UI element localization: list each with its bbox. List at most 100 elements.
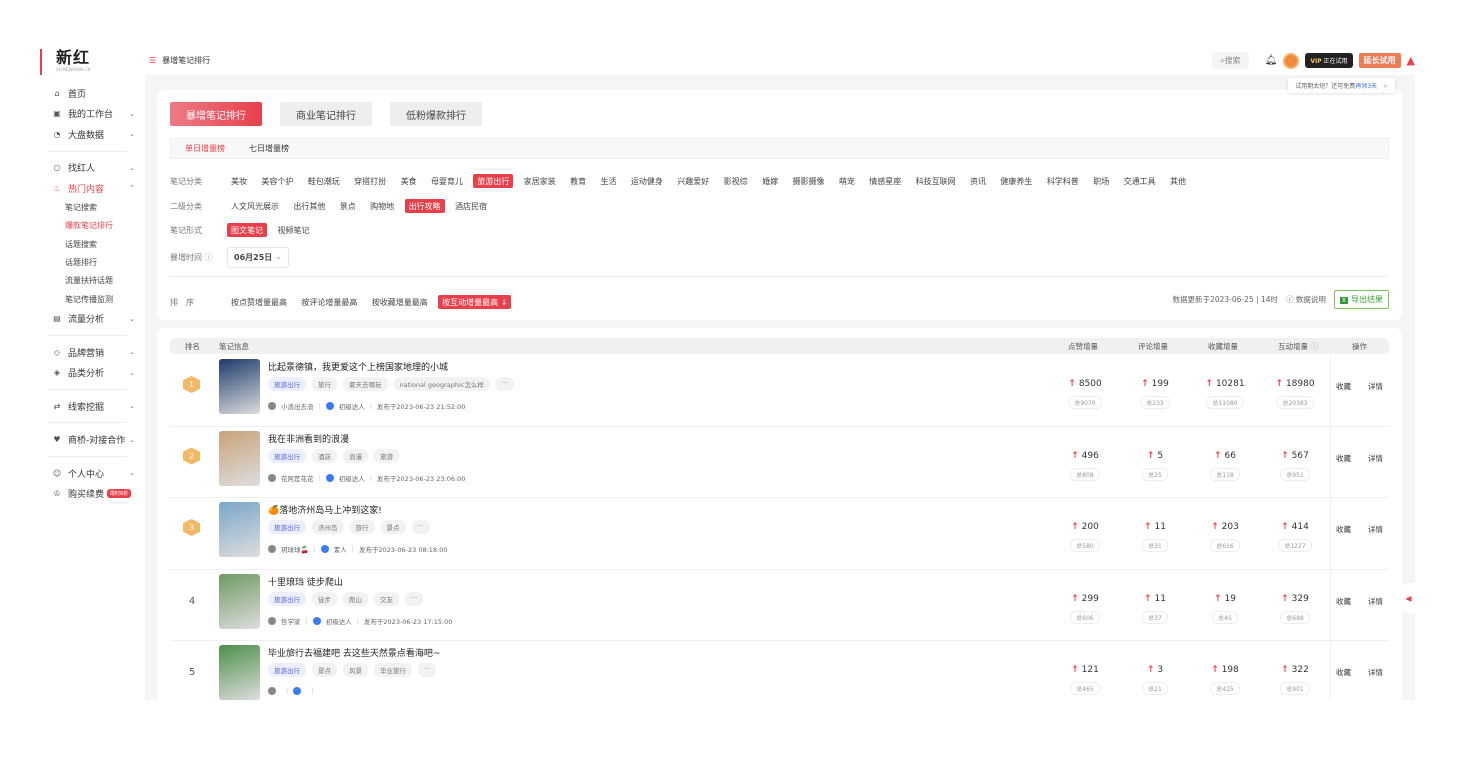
note-thumbnail[interactable] <box>219 502 260 557</box>
sidebar-item-7[interactable]: ◈ 品类分析 ⌄ <box>30 362 145 383</box>
sidebar-item-5[interactable]: ▤ 流量分析 ⌄ <box>30 308 145 329</box>
filter-chip[interactable]: 职场 <box>1093 176 1110 186</box>
filter-chip[interactable]: 家居家装 <box>523 176 556 186</box>
sidebar-item-11[interactable]: ♔ 购买续费 限时8折 <box>30 483 145 504</box>
help-icon[interactable]: ⓘ <box>1310 342 1318 351</box>
author-name[interactable]: 哲学家 <box>281 617 301 626</box>
col-interact[interactable]: 互动增量 ⓘ <box>1278 341 1318 352</box>
author-name[interactable]: 小浪出去浪 <box>281 403 314 411</box>
filter-chip[interactable]: 穿搭打扮 <box>354 176 387 186</box>
sidebar-item-4[interactable]: ♨ 热门内容 ⌃ <box>30 178 145 199</box>
note-tag[interactable]: 济州岛 <box>312 520 344 534</box>
filter-chip[interactable]: 萌宠 <box>838 176 855 186</box>
col-comments[interactable]: 评论增量 <box>1138 342 1168 351</box>
filter-chip[interactable]: 运动健身 <box>630 176 663 186</box>
filter-chip[interactable]: 母婴育儿 <box>430 176 463 186</box>
chevron-icon[interactable]: ⌄ <box>129 402 135 411</box>
collect-button[interactable]: 收藏 <box>1336 453 1351 463</box>
note-tag[interactable]: ··· <box>495 377 515 391</box>
tab-main[interactable]: 暴增笔记排行 <box>170 102 262 126</box>
filter-chip[interactable]: 景点 <box>339 201 356 211</box>
note-tag[interactable]: 浪漫 <box>343 448 368 463</box>
note-thumbnail[interactable] <box>219 430 260 486</box>
chevron-icon[interactable]: ⌄ <box>129 163 135 172</box>
filter-chip[interactable]: 图文笔记 <box>227 223 267 237</box>
chevron-icon[interactable]: ⌄ <box>129 130 135 139</box>
bell-icon[interactable]: 🔔︎ <box>1264 55 1278 66</box>
filter-chip[interactable]: 美食 <box>400 176 417 186</box>
author-name[interactable]: 花阿是花花 <box>281 474 314 483</box>
note-thumbnail[interactable] <box>219 573 260 629</box>
note-tag[interactable]: ··· <box>418 663 437 677</box>
filter-chip[interactable]: 科学科普 <box>1046 176 1079 186</box>
sidebar-subitem[interactable]: 笔记传播监测 <box>65 294 113 304</box>
note-tag[interactable]: 旅行 <box>312 377 337 391</box>
sidebar-subitem[interactable]: 话题排行 <box>65 258 97 268</box>
filter-chip[interactable]: 其他 <box>1169 176 1186 186</box>
chevron-icon[interactable]: ⌃ <box>129 184 135 193</box>
chevron-icon[interactable]: ⌄ <box>129 314 135 323</box>
note-tag[interactable]: 景点 <box>312 663 337 677</box>
detail-button[interactable]: 详情 <box>1368 668 1383 677</box>
note-tag[interactable]: national geographic怎么样 <box>393 377 490 391</box>
filter-chip[interactable]: 科技互联网 <box>915 176 956 186</box>
filter-chip[interactable]: 婚嫁 <box>762 176 779 186</box>
note-tag[interactable]: 旅行 <box>349 520 375 534</box>
sidebar-item-1[interactable]: ▣ 我的工作台 ⌄ <box>30 104 145 125</box>
filter-chip[interactable]: 按收藏增量最高 <box>371 297 428 307</box>
note-tag[interactable]: 毕业旅行 <box>374 663 412 677</box>
detail-button[interactable]: 详情 <box>1368 453 1383 463</box>
filter-chip[interactable]: 美容个护 <box>261 176 294 186</box>
note-tag[interactable]: ··· <box>405 591 424 606</box>
note-tag[interactable]: 景点 <box>380 520 406 534</box>
tab-main[interactable]: 低粉爆款排行 <box>390 102 482 126</box>
filter-chip[interactable]: 交通工具 <box>1123 176 1156 186</box>
detail-button[interactable]: 详情 <box>1368 525 1383 534</box>
note-tag[interactable]: 交友 <box>374 591 399 606</box>
author-name[interactable]: 玥球球🍒 <box>281 546 309 554</box>
filter-chip[interactable]: 人文风光展示 <box>231 201 279 211</box>
sidebar-item-0[interactable]: ⌂ 首页 <box>30 83 145 104</box>
filter-chip[interactable]: 出行其他 <box>293 201 326 211</box>
filter-chip[interactable]: 兴趣爱好 <box>677 176 710 186</box>
close-icon[interactable]: × <box>1382 83 1388 90</box>
filter-chip[interactable]: 资讯 <box>970 176 987 186</box>
sidebar-item-9[interactable]: ♥ 商桥-对接合作 ⌄ <box>30 429 145 450</box>
note-title[interactable]: 十里琅珰 徒步爬山 <box>268 577 343 588</box>
note-tag[interactable]: 旅游出行 <box>268 663 306 677</box>
note-thumbnail[interactable] <box>219 359 260 414</box>
note-tag[interactable]: ··· <box>411 520 430 534</box>
detail-button[interactable]: 详情 <box>1368 596 1383 606</box>
note-title[interactable]: 我在非洲看到的浪漫 <box>268 434 350 445</box>
note-title[interactable]: 毕业旅行去福建吧 去这些天然景点看海吧~ <box>268 649 441 659</box>
filter-chip[interactable]: 教育 <box>570 176 587 186</box>
col-likes[interactable]: 点赞增量 <box>1068 342 1098 351</box>
filter-chip[interactable]: 鞋包潮玩 <box>307 176 340 186</box>
note-tag[interactable]: 风景 <box>343 663 368 677</box>
detail-button[interactable]: 详情 <box>1368 382 1383 391</box>
note-title[interactable]: 比起景德镇，我更爱这个上榜国家地理的小城 <box>268 363 449 373</box>
sidebar-item-2[interactable]: ◔ 大盘数据 ⌄ <box>30 124 145 145</box>
collect-button[interactable]: 收藏 <box>1336 596 1351 606</box>
data-explain-link[interactable]: ⓘ 数据说明 <box>1285 295 1326 304</box>
note-tag[interactable]: 夏天去哪玩 <box>343 377 388 391</box>
sidebar-item-8[interactable]: ⇄ 线索挖掘 ⌄ <box>30 396 145 417</box>
note-thumbnail[interactable] <box>219 645 260 700</box>
note-tag[interactable]: 爬山 <box>343 591 368 606</box>
sidebar-subitem[interactable]: 流量扶持话题 <box>65 276 113 286</box>
note-tag[interactable]: 旅游出行 <box>268 377 306 391</box>
note-tag[interactable]: 酒店 <box>312 448 337 463</box>
collect-button[interactable]: 收藏 <box>1336 668 1351 677</box>
avatar[interactable] <box>1283 52 1300 69</box>
help-icon[interactable]: ⓘ <box>204 253 213 262</box>
filter-chip[interactable]: 按互动增量最高 ↓ <box>438 295 512 309</box>
chevron-icon[interactable]: ⌄ <box>129 469 135 478</box>
filter-chip[interactable]: 视频笔记 <box>277 225 310 235</box>
sidebar-item-10[interactable]: ☺ 个人中心 ⌄ <box>30 463 145 484</box>
collect-button[interactable]: 收藏 <box>1336 382 1351 391</box>
tab-main[interactable]: 商业笔记排行 <box>280 102 372 126</box>
filter-chip[interactable]: 影视综 <box>723 176 748 186</box>
extend-trial-button[interactable]: 延长试用 <box>1358 53 1401 68</box>
filter-chip[interactable]: 购物地 <box>370 201 395 211</box>
note-title[interactable]: 🍊落地济州岛马上冲到这家! <box>268 506 382 516</box>
